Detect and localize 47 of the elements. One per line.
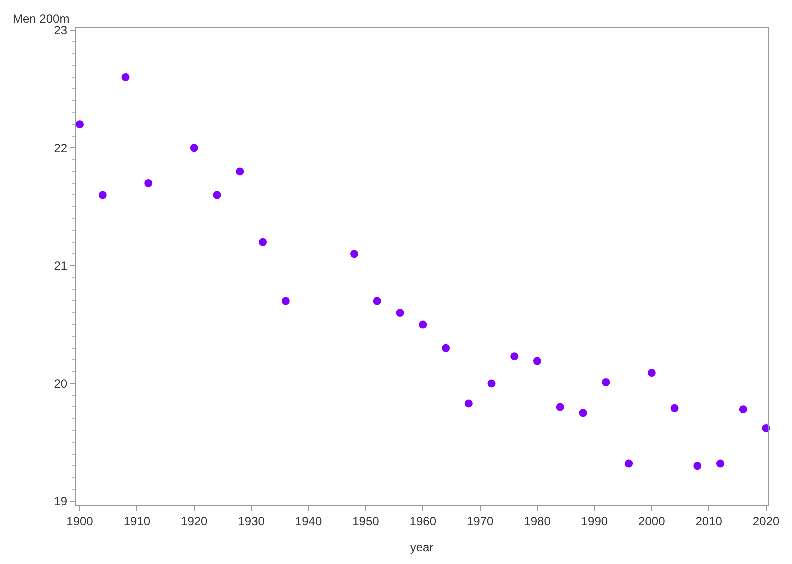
point bbox=[190, 144, 198, 152]
x-tick-label: 1950 bbox=[352, 514, 380, 528]
point bbox=[602, 378, 610, 387]
point bbox=[76, 120, 84, 129]
y-tick-label: 21 bbox=[54, 259, 68, 274]
x-tick-label: 1990 bbox=[581, 514, 608, 528]
point bbox=[122, 73, 130, 82]
point bbox=[98, 191, 107, 200]
point bbox=[259, 238, 268, 246]
point bbox=[144, 179, 153, 188]
point bbox=[694, 462, 702, 470]
point bbox=[282, 297, 290, 306]
x-tick-label: 1980 bbox=[524, 514, 552, 528]
x-tick-label: 1930 bbox=[238, 514, 266, 528]
x-tick-label: 1900 bbox=[66, 514, 94, 528]
point bbox=[350, 250, 359, 258]
y-axis-title: Men 200m bbox=[13, 12, 70, 26]
x-tick-label: 2000 bbox=[638, 514, 666, 528]
point bbox=[579, 409, 588, 418]
point bbox=[556, 403, 564, 412]
point bbox=[373, 297, 382, 306]
point bbox=[396, 309, 404, 318]
y-tick-label: 22 bbox=[54, 141, 68, 156]
point bbox=[213, 191, 222, 200]
point bbox=[510, 352, 519, 361]
x-tick-label: 1920 bbox=[181, 514, 208, 528]
x-tick-label: 1940 bbox=[295, 514, 322, 528]
point bbox=[648, 369, 656, 378]
y-tick-label: 19 bbox=[54, 494, 68, 509]
x-axis-title: year bbox=[410, 540, 434, 554]
point bbox=[739, 406, 748, 414]
point bbox=[488, 380, 496, 388]
point bbox=[464, 400, 473, 408]
point bbox=[419, 320, 428, 329]
x-tick-label: 1970 bbox=[466, 514, 494, 528]
x-tick-label: 2020 bbox=[752, 514, 780, 528]
point bbox=[716, 460, 725, 468]
point bbox=[534, 357, 542, 366]
y-tick-label: 23 bbox=[54, 24, 68, 38]
x-tick-label: 2010 bbox=[696, 514, 723, 528]
x-tick-label: 1910 bbox=[124, 514, 151, 528]
y-tick-label: 20 bbox=[54, 376, 68, 391]
x-tick-label: 1960 bbox=[410, 514, 437, 528]
point bbox=[236, 168, 244, 176]
point bbox=[625, 460, 634, 468]
point bbox=[670, 404, 679, 412]
point bbox=[442, 344, 450, 352]
